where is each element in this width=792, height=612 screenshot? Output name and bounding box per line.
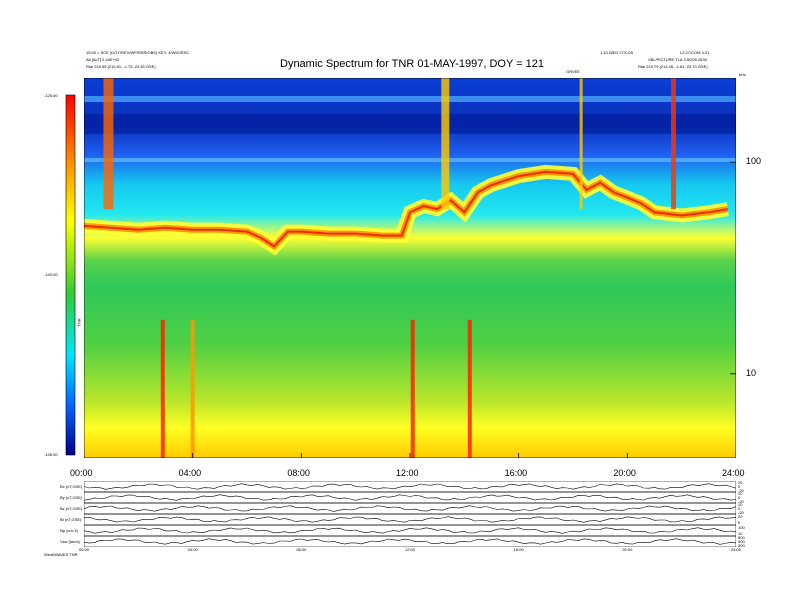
lower-x-tick-label: 12:00 <box>405 547 416 552</box>
y-tick-label: 100 <box>746 156 762 167</box>
footer-label: Wind/WAVES TNR <box>44 552 78 557</box>
header-left-line2: Alt [ALT] 2.40E+02 <box>86 57 120 62</box>
emission-core <box>84 170 728 248</box>
lower-panel-right-tick: 0 <box>738 519 741 525</box>
lower-panel-label: Bt (nT,GSE) <box>60 517 82 522</box>
y-tick-label: 10 <box>746 367 757 378</box>
lower-x-tick-label: 20:00 <box>622 547 633 552</box>
lower-panel-label: Np (cm-3) <box>60 528 78 533</box>
lower-panel-right-tick: 20 <box>738 480 743 486</box>
freq-unit-label: kHz <box>739 72 746 77</box>
colorbar-label: TNR <box>76 318 82 327</box>
lower-panel-right-tick: 0 <box>738 495 741 500</box>
lower-panel-frame <box>84 524 736 537</box>
lower-panel-right-tick: -20 <box>738 498 744 504</box>
lower-panel-right-tick: 10 <box>738 530 743 536</box>
low-freq-spike <box>410 319 415 458</box>
lower-panel-frame <box>84 491 736 504</box>
band-top-light <box>84 96 736 102</box>
header-right-line2: L3 27/COM 4.01 <box>680 50 710 55</box>
lower-panel-trace <box>84 494 736 501</box>
radio-burst <box>441 78 450 210</box>
colorbar-tick-bottom: -155.00 <box>44 452 58 457</box>
band-dark <box>84 114 736 134</box>
lower-panel-trace <box>84 527 736 534</box>
x-tick-label: 16:00 <box>504 468 528 478</box>
dynamic-spectrum-plot <box>84 78 736 458</box>
lower-panel-label: Bx (nT,GSE) <box>60 484 83 489</box>
radio-burst <box>579 78 583 210</box>
lower-panel-label: By (nT,GSE) <box>60 495 83 500</box>
lower-panel-right-tick: 20 <box>738 491 743 497</box>
lower-panel-frame <box>84 535 736 547</box>
x-tick-label: 24:00 <box>722 468 745 478</box>
header-left-line1: 15:00 = SCE (DOY/REV/WP/RSR/OBS) KEY: 4/… <box>86 50 190 55</box>
lower-panel-right-tick: 300 <box>738 542 745 548</box>
lower-x-tick-label: 00:00 <box>79 547 90 552</box>
lower-panel-trace <box>84 516 736 523</box>
chart-title: Dynamic Spectrum for TNR 01-MAY-1997, DO… <box>280 58 545 70</box>
colorbar <box>65 94 76 456</box>
lower-panel-label: Bz (nT,GSE) <box>60 506 83 511</box>
lower-panel-trace <box>84 505 736 512</box>
low-freq-spike <box>190 319 195 458</box>
radio-burst <box>103 78 114 210</box>
lower-panel-right-tick: 0 <box>738 506 741 511</box>
lower-panel-label: Vsw (km/s) <box>60 539 80 544</box>
colorbar-tick-mid: -140.00 <box>44 272 58 277</box>
lower-x-tick-label: 08:00 <box>296 547 307 552</box>
lower-panel-right-tick: 0 <box>738 484 741 489</box>
radio-burst <box>671 78 677 210</box>
lower-x-tick-label: 24:00 <box>731 547 742 552</box>
lower-panel-frame <box>84 513 736 526</box>
spectrum-background <box>84 78 736 458</box>
x-tick-label: 04:00 <box>178 468 202 478</box>
x-tick-label: 12:00 <box>396 468 419 478</box>
lower-panel-right-tick: -20 <box>738 487 744 493</box>
colorbar-tick-top: -125.00 <box>44 93 58 98</box>
lower-panel-right-tick: 20 <box>738 514 743 520</box>
lower-panel-right-tick: 800 <box>738 535 745 541</box>
lower-x-tick-label: 04:00 <box>187 547 198 552</box>
lower-panel-right-tick: 500 <box>738 539 745 544</box>
lower-x-tick-label: 16:00 <box>513 547 524 552</box>
lower-panel-right-tick: -20 <box>738 509 744 515</box>
lower-panel-trace <box>84 483 736 490</box>
lower-panel-trace <box>84 538 736 545</box>
x-tick-label: 00:00 <box>70 468 93 478</box>
header-right-line1: 1.10 WED 27/CO5 <box>600 50 634 55</box>
lower-panel-right-tick: 20 <box>738 502 743 508</box>
lower-panels <box>84 481 736 547</box>
x-tick-label: 20:00 <box>613 468 636 478</box>
header-mid-label: GRVEE <box>566 69 580 74</box>
header-right-line3: XBL/PICTURE TLA 3.5/205.2635 <box>648 57 707 62</box>
low-freq-spike <box>467 319 472 458</box>
colorbar-gradient <box>65 94 76 456</box>
band-mid-light <box>84 158 736 162</box>
x-tick-label: 08:00 <box>287 468 310 478</box>
low-freq-spike <box>160 319 165 458</box>
header-left-line3: Rse 215.55 (215.51, -1.75, 23.95 GSE) <box>86 64 156 69</box>
lower-panel-right-tick: 100 <box>738 525 745 531</box>
header-right-line4: Rse 215.79 (214.45, -1.61, 23.70 GSE) <box>638 64 708 69</box>
